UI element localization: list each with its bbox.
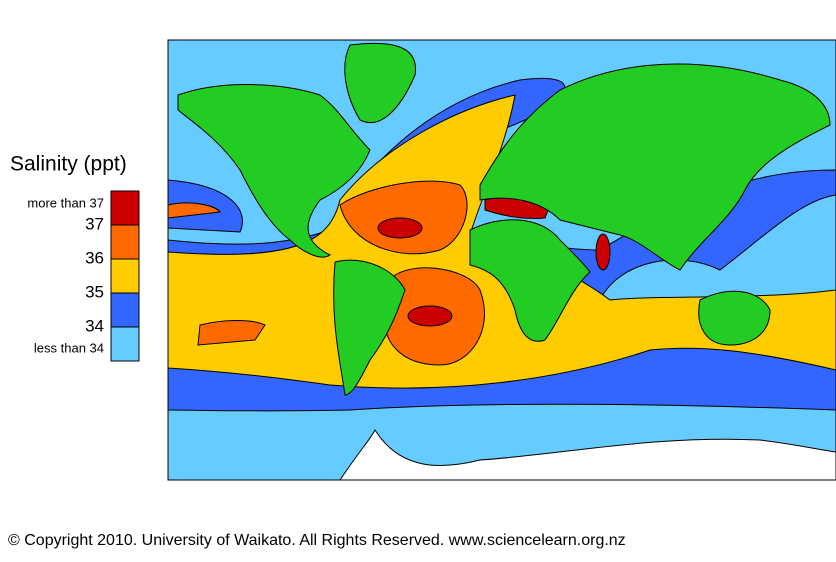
legend-label: 36 <box>85 248 104 267</box>
eurasia <box>479 63 831 271</box>
continents <box>177 42 836 480</box>
legend: more than 37 37 36 35 34 less than 34 <box>27 190 140 362</box>
legend-label: 37 <box>85 214 104 233</box>
greenland <box>344 42 417 124</box>
antarctica <box>339 428 836 480</box>
legend-label: less than 34 <box>34 340 104 355</box>
legend-label: more than 37 <box>27 195 104 210</box>
legend-swatch <box>110 190 140 226</box>
australia <box>698 290 771 346</box>
legend-swatch <box>110 292 140 328</box>
legend-title: Salinity (ppt) <box>10 153 127 176</box>
south-america <box>333 259 406 396</box>
copyright: © Copyright 2010. University of Waikato.… <box>8 532 626 549</box>
legend-label: 34 <box>85 316 104 335</box>
salinity-map <box>168 40 836 480</box>
legend-swatch <box>110 224 140 260</box>
legend-swatch <box>110 258 140 294</box>
africa <box>469 219 591 342</box>
legend-label: 35 <box>85 282 104 301</box>
legend-swatch <box>110 326 140 362</box>
map-frame <box>167 39 836 481</box>
north-america <box>177 84 371 258</box>
